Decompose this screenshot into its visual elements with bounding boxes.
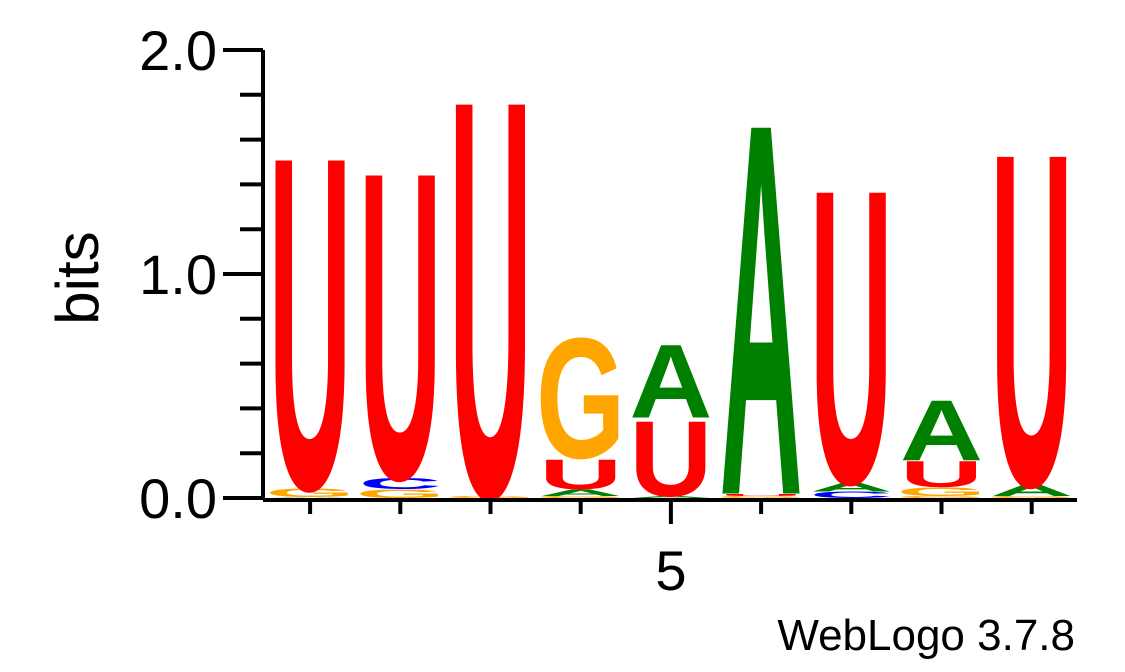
logo-letter-u-pos3-1: U bbox=[449, 0, 532, 616]
logo-letter-g-pos6-0: G bbox=[716, 495, 805, 498]
logo-letter-g-pos8-0: G bbox=[897, 495, 986, 498]
logo-letter-c-pos2-1: C bbox=[359, 475, 442, 492]
y-tick-label: 2.0 bbox=[139, 19, 217, 82]
logo-letter-a-pos9-1: A bbox=[990, 482, 1073, 499]
logo-letter-a-pos7-1: A bbox=[810, 480, 893, 494]
axes: 0.0 1.0 2.0 5 bbox=[139, 19, 1077, 602]
logo-letter-g-pos9-0: G bbox=[987, 495, 1076, 498]
weblogo-footer: WebLogo 3.7.8 bbox=[777, 611, 1075, 660]
logo-letter-g-pos4-0: G bbox=[536, 495, 625, 498]
y-tick-label: 1.0 bbox=[139, 243, 217, 306]
logo-letter-u-pos6-1: U bbox=[720, 493, 803, 496]
y-tick-label: 0.0 bbox=[139, 467, 217, 530]
logo-letter-a-pos6-2: A bbox=[720, 14, 803, 607]
logo-letter-u-pos9-2: U bbox=[990, 54, 1073, 586]
logo-letter-u-pos8-2: U bbox=[900, 454, 983, 495]
y-axis-label: bits bbox=[44, 231, 111, 324]
logo-letter-a-pos1-0: A bbox=[269, 497, 352, 498]
logo-letter-a-pos5-2: A bbox=[629, 324, 712, 440]
logo-letter-g-pos2-0: G bbox=[356, 487, 445, 501]
logo-letter-g-pos4-3: G bbox=[536, 304, 625, 496]
logo-letter-u-pos7-2: U bbox=[810, 103, 893, 572]
logo-letter-g-pos1-1: G bbox=[265, 486, 354, 500]
logo-letter-a-pos5-0: A bbox=[629, 495, 712, 498]
logo-letter-g-pos3-0: G bbox=[446, 495, 535, 498]
x-tick-label: 5 bbox=[655, 539, 686, 602]
logo-letter-g-pos8-1: G bbox=[897, 485, 986, 499]
logo-letter-a-pos8-3: A bbox=[900, 382, 983, 479]
logo-letter-u-pos2-2: U bbox=[359, 81, 442, 572]
logo-letter-a-pos4-1: A bbox=[539, 488, 622, 498]
logo-letter-u-pos4-2: U bbox=[539, 450, 622, 498]
logo-letter-c-pos7-0: C bbox=[810, 490, 893, 500]
